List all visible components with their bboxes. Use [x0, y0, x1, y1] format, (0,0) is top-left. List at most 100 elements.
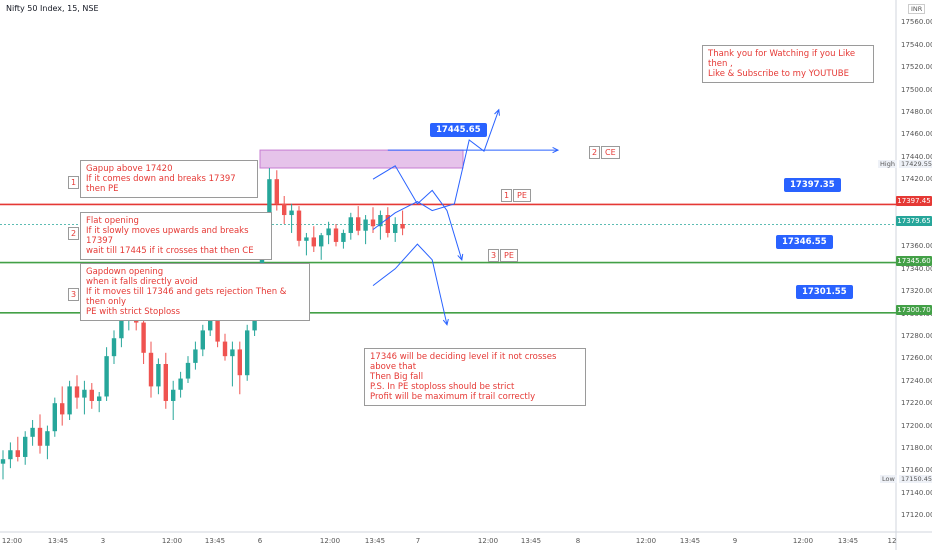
candle-body	[60, 403, 65, 415]
time-tick: 12:00	[477, 537, 499, 545]
candle-body	[274, 179, 279, 204]
scenario-number-3: 3	[68, 288, 79, 301]
candle-body	[8, 450, 13, 460]
callout-17397[interactable]: 17397.35	[784, 178, 841, 192]
note-thanks[interactable]: Thank you for Watching if you Like then …	[702, 45, 874, 83]
path-label-3: 3	[488, 249, 499, 262]
red-level-tag: 17397.45	[896, 196, 932, 206]
time-tick: 12	[887, 537, 897, 545]
time-tick: 13:45	[204, 537, 226, 545]
projection-arrowhead	[552, 147, 560, 154]
callout-17445[interactable]: 17445.65	[430, 123, 487, 137]
price-tick: 17520.00	[901, 63, 932, 72]
time-tick: 7	[415, 537, 421, 545]
candle-body	[37, 427, 43, 446]
path-label-1: 1	[501, 189, 512, 202]
candle-body	[30, 427, 35, 437]
candle-body	[341, 232, 346, 242]
candle-body	[104, 356, 109, 397]
time-tick: 3	[100, 537, 106, 545]
price-tick: 17560.00	[901, 18, 932, 27]
candle-body	[326, 228, 331, 236]
time-tick: 6	[257, 537, 263, 545]
low-value: 17150.45	[899, 475, 932, 483]
last-price-tag: 17379.65	[896, 216, 932, 226]
price-tick: 17540.00	[901, 40, 932, 49]
candle-body	[370, 219, 376, 227]
candle-body	[111, 338, 117, 357]
candle-body	[378, 215, 383, 227]
high-value: 17429.55	[899, 160, 932, 168]
time-tick: 8	[575, 537, 581, 545]
time-tick: 13:45	[47, 537, 69, 545]
supply-zone	[259, 149, 464, 169]
projection-arrowhead	[457, 253, 464, 261]
time-tick: 13:45	[837, 537, 859, 545]
candle-body	[15, 450, 20, 457]
candle-body	[237, 349, 242, 376]
note-gapdown[interactable]: Gapdown opening when it falls directly a…	[80, 263, 310, 321]
price-tick: 17360.00	[901, 242, 932, 251]
candle-body	[215, 310, 220, 342]
projection-arrowhead	[442, 318, 449, 326]
price-tick: 17120.00	[901, 511, 932, 520]
price-tick: 17200.00	[901, 421, 932, 430]
price-tick: 17280.00	[901, 332, 932, 340]
candle-body	[148, 352, 154, 387]
candle-body	[82, 389, 87, 398]
low-label: Low	[880, 475, 897, 483]
callout-17346[interactable]: 17346.55	[776, 235, 833, 249]
projection-scenario-3-pe	[372, 243, 448, 325]
projection-scenario-1-pe	[372, 165, 463, 260]
projection-arrowhead	[494, 108, 500, 116]
high-label: High	[878, 160, 897, 168]
scenario-number-1: 1	[68, 176, 79, 189]
candle-body	[289, 210, 294, 216]
candle-body	[171, 389, 176, 401]
chart-title: Nifty 50 Index, 15, NSE	[6, 4, 99, 13]
time-tick: 12:00	[319, 537, 341, 545]
candle-body	[185, 362, 191, 379]
candle-body	[363, 219, 368, 231]
candle-body	[333, 228, 339, 242]
note-flat[interactable]: Flat opening If it slowly moves upwards …	[80, 212, 272, 260]
candle-body	[356, 217, 361, 231]
candle-body	[156, 364, 161, 387]
candle-body	[45, 431, 50, 446]
candle-body	[304, 237, 309, 241]
candle-body	[393, 224, 398, 233]
candle-body	[385, 215, 390, 233]
time-tick: 12:00	[161, 537, 183, 545]
time-tick: 13:45	[520, 537, 542, 545]
candle-body	[222, 341, 228, 357]
projection-scenario-2-ce	[372, 109, 500, 230]
price-tick: 17340.00	[901, 264, 932, 273]
candle-body	[193, 349, 198, 363]
time-tick: 9	[732, 537, 738, 545]
time-tick: 13:45	[364, 537, 386, 545]
note-gapup[interactable]: Gapup above 17420 If it comes down and b…	[80, 160, 258, 198]
candle-body	[67, 386, 72, 415]
price-tick: 17480.00	[901, 108, 932, 116]
currency-label[interactable]: INR	[908, 4, 926, 14]
price-tick: 17140.00	[901, 488, 932, 497]
price-tick: 17160.00	[901, 466, 932, 475]
price-tick: 17320.00	[901, 287, 932, 296]
candle-body	[119, 319, 124, 339]
time-tick: 12:00	[635, 537, 657, 545]
candle-body	[89, 389, 94, 401]
scenario-number-2: 2	[68, 227, 79, 240]
green-level-2-tag: 17300.70	[896, 305, 932, 315]
candle-body	[97, 396, 102, 401]
candle-body	[282, 203, 287, 216]
price-tick: 17260.00	[901, 354, 932, 363]
candle-body	[311, 237, 316, 247]
note-deciding[interactable]: 17346 will be deciding level if it not c…	[364, 348, 586, 406]
candle-body	[348, 217, 353, 233]
callout-17301[interactable]: 17301.55	[796, 285, 853, 299]
price-tick: 17420.00	[901, 175, 932, 184]
candle-body	[259, 248, 265, 275]
candle-body	[319, 235, 324, 247]
candle-body	[74, 386, 80, 398]
candle-body	[0, 459, 6, 464]
